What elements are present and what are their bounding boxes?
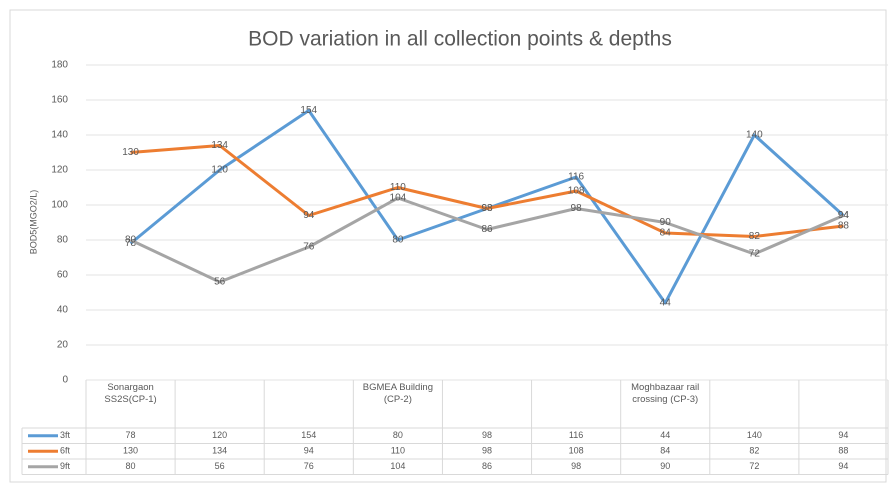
- table-value: 78: [126, 430, 136, 440]
- table-value: 82: [749, 446, 759, 456]
- table-value: 98: [482, 430, 492, 440]
- table-value: 90: [660, 461, 670, 471]
- chart-border: [9, 9, 887, 483]
- table-value: 72: [749, 461, 759, 471]
- y-tick-label: 40: [57, 305, 69, 316]
- series-line: [129, 196, 845, 284]
- category-cell: Sonargaon SS2S(CP-1): [104, 382, 157, 405]
- data-label: 98: [571, 203, 583, 214]
- table-value: 94: [838, 461, 848, 471]
- table-value: 84: [660, 446, 670, 456]
- data-label: 108: [568, 186, 585, 197]
- legend-label: 3ft: [60, 430, 71, 440]
- table-value: 94: [304, 446, 314, 456]
- data-label: 76: [303, 242, 315, 253]
- data-label: 88: [838, 221, 850, 232]
- y-tick-label: 180: [51, 60, 68, 71]
- data-label: 90: [660, 217, 672, 228]
- data-label: 56: [214, 277, 226, 288]
- category-cell: Moghbazaar rail crossing (CP-3): [631, 382, 700, 405]
- table-value: 130: [123, 446, 138, 456]
- data-label: 84: [660, 228, 672, 239]
- data-label: 94: [303, 210, 315, 221]
- table-value: 134: [212, 446, 227, 456]
- category-cell: BGMEA Building (CP-2): [362, 382, 433, 405]
- data-label: 86: [481, 224, 493, 235]
- table-value: 98: [482, 446, 492, 456]
- data-label: 130: [122, 147, 139, 158]
- table-value: 44: [660, 430, 670, 440]
- table-value: 80: [126, 461, 136, 471]
- data-label: 120: [211, 165, 228, 176]
- data-label: 116: [568, 172, 584, 183]
- y-tick-label: 80: [57, 235, 69, 246]
- y-axis-label: BOD5(MGO2/L): [28, 190, 38, 255]
- table-value: 94: [838, 430, 848, 440]
- data-label: 44: [660, 298, 672, 309]
- table-value: 120: [212, 430, 227, 440]
- data-label: 94: [838, 210, 850, 221]
- y-tick-label: 0: [62, 375, 68, 386]
- y-tick-label: 160: [51, 95, 68, 106]
- table-value: 86: [482, 461, 492, 471]
- x-tick-label: BGMEA Building (CP-2): [362, 382, 433, 405]
- data-label: 82: [749, 231, 761, 242]
- table-value: 154: [301, 430, 316, 440]
- data-label: 154: [300, 105, 317, 116]
- y-tick-label: 100: [51, 200, 68, 211]
- data-label: 72: [749, 249, 761, 260]
- chart-title: BOD variation in all collection points &…: [248, 28, 672, 51]
- data-label: 78: [125, 238, 137, 249]
- table-value: 76: [304, 461, 314, 471]
- table-value: 104: [390, 461, 405, 471]
- data-label: 104: [390, 193, 407, 204]
- data-label: 94: [838, 210, 850, 221]
- y-tick-label: 20: [57, 340, 69, 351]
- legend-label: 6ft: [60, 446, 71, 456]
- data-label: 110: [390, 182, 406, 193]
- data-label: 80: [125, 235, 137, 246]
- data-label: 80: [392, 235, 404, 246]
- table-value: 80: [393, 430, 403, 440]
- legend-label: 9ft: [60, 461, 71, 471]
- x-tick-label: Sonargaon SS2S(CP-1): [104, 382, 157, 405]
- table-value: 110: [391, 446, 405, 456]
- data-label: 98: [481, 203, 493, 214]
- data-label: 140: [746, 130, 763, 141]
- table-value: 88: [838, 446, 848, 456]
- y-tick-label: 60: [57, 270, 69, 281]
- y-tick-label: 140: [51, 130, 68, 141]
- table-value: 56: [215, 461, 225, 471]
- table-value: 98: [571, 461, 581, 471]
- data-label: 134: [211, 140, 228, 151]
- y-tick-label: 120: [51, 165, 68, 176]
- series-line: [130, 144, 844, 238]
- table-value: 140: [747, 430, 762, 440]
- table-value: 108: [569, 446, 584, 456]
- table-value: 116: [569, 430, 583, 440]
- x-tick-label: Moghbazaar rail crossing (CP-3): [631, 382, 700, 405]
